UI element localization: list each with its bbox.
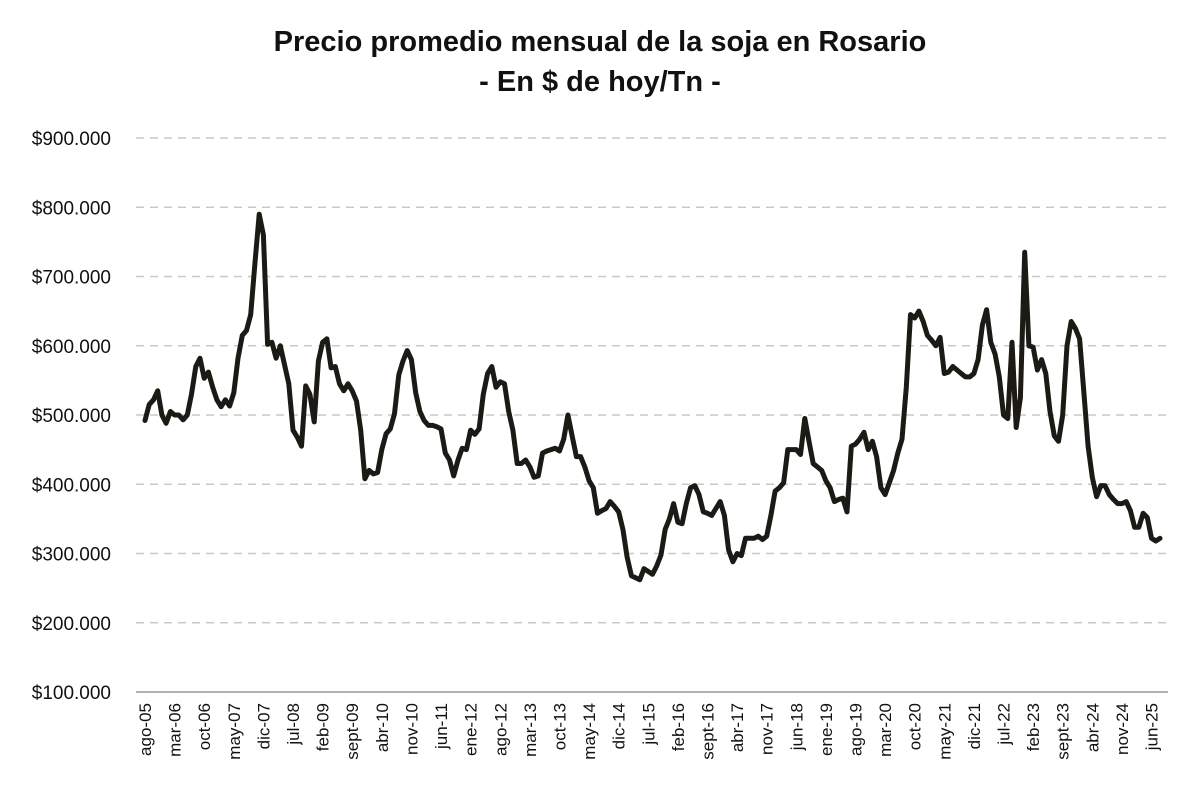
x-tick-label: jul-22 [995, 703, 1014, 746]
x-tick-label: dic-07 [254, 703, 273, 749]
x-tick-label: oct-13 [550, 703, 569, 750]
y-tick-label: $600.000 [32, 337, 111, 358]
x-tick-label: ago-19 [847, 703, 866, 756]
y-tick-label: $200.000 [32, 614, 111, 635]
y-tick-label: $800.000 [32, 198, 111, 219]
y-tick-label: $900.000 [32, 129, 111, 150]
x-tick-label: feb-09 [314, 703, 333, 751]
x-tick-label: dic-21 [965, 703, 984, 749]
x-tick-label: nov-10 [402, 703, 421, 755]
x-tick-label: sept-16 [698, 703, 717, 760]
x-tick-label: sept-09 [343, 703, 362, 760]
gridlines [136, 137, 1168, 624]
chart-title: Precio promedio mensual de la soja en Ro… [273, 26, 927, 58]
x-tick-label: sept-23 [1054, 703, 1073, 760]
x-tick-label: oct-06 [195, 703, 214, 750]
x-tick-label: jun-25 [1143, 703, 1162, 751]
x-tick-label: abr-24 [1083, 703, 1102, 752]
x-tick-label: jun-18 [787, 703, 806, 751]
y-tick-label: $500.000 [32, 406, 111, 427]
x-tick-label: ago-05 [136, 703, 155, 756]
y-tick-label: $100.000 [32, 683, 111, 704]
y-tick-label: $400.000 [32, 475, 111, 496]
x-tick-label: mar-20 [876, 703, 895, 757]
chart-subtitle: - En $ de hoy/Tn - [479, 66, 721, 98]
x-tick-label: jul-15 [639, 703, 658, 746]
price-series-line [142, 211, 1163, 583]
x-tick-label: mar-06 [166, 703, 185, 757]
x-tick-label: ago-12 [491, 703, 510, 756]
chart-title-block: Precio promedio mensual de la soja en Ro… [0, 22, 1200, 102]
x-tick-label: may-14 [580, 703, 599, 760]
x-tick-label: feb-23 [1024, 703, 1043, 751]
x-tick-label: mar-13 [521, 703, 540, 757]
x-tick-label: jul-08 [284, 703, 303, 746]
x-tick-label: ene-19 [817, 703, 836, 756]
x-tick-label: jun-11 [432, 703, 451, 750]
y-axis-labels: $100.000 $200.000 $300.000 $400.000 $500.000… [32, 129, 111, 704]
x-tick-label: nov-24 [1113, 703, 1132, 755]
x-tick-label: feb-16 [669, 703, 688, 751]
y-tick-label: $300.000 [32, 545, 111, 566]
x-tick-label: abr-17 [728, 703, 747, 752]
x-tick-label: nov-17 [758, 703, 777, 755]
y-tick-label: $700.000 [32, 268, 111, 289]
x-tick-label: may-07 [225, 703, 244, 760]
x-axis-labels: ago-05 mar-06 oct-06 may-07 dic-07 jul-08 feb-… [136, 703, 1162, 760]
x-tick-label: abr-10 [373, 703, 392, 752]
x-tick-label: may-21 [935, 703, 954, 760]
x-tick-label: dic-14 [610, 703, 629, 749]
x-tick-label: oct-20 [906, 703, 925, 750]
x-tick-label: ene-12 [462, 703, 481, 756]
